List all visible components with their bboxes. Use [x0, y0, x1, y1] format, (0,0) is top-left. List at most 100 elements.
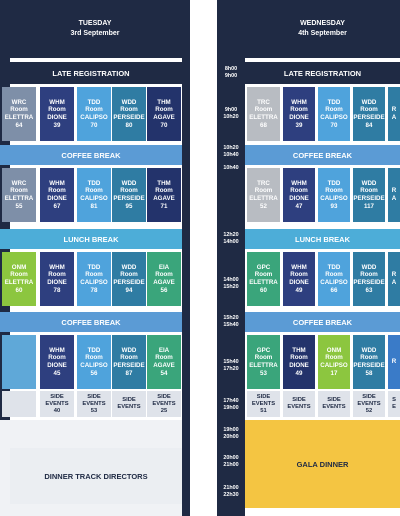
wednesday-session-r4-c3-room: Room	[325, 354, 343, 362]
wednesday-session-r1-c4-count: 84	[365, 121, 373, 129]
tuesday-session-r4-c2-code: WHM	[49, 346, 65, 354]
tuesday-side-events-2-n: 40	[53, 407, 61, 414]
tuesday-session-r4-c5: EIA Room AGAVE 54	[147, 335, 181, 389]
tuesday-session-r3-c4-name: PERSEIDE	[113, 279, 145, 286]
wednesday-time-slot-11-a: 20h00	[223, 455, 239, 461]
wednesday-time-slot-7: 15h20 15h40	[218, 312, 244, 332]
wednesday-time-slot-3: 10h20 10h40	[218, 145, 244, 158]
wednesday-session-r2-c4: WDD Room PERSEIDE 117	[353, 168, 385, 222]
wednesday-session-r1-c4-name: PERSEIDE	[353, 114, 385, 121]
wednesday-session-r4-c3-count: 17	[330, 369, 338, 377]
tuesday-session-r1-c4-code: WDD	[121, 98, 137, 106]
tuesday-session-r2-c2-room: Room	[48, 187, 66, 195]
tuesday-session-r4-c5-room: Room	[155, 354, 173, 362]
tuesday-session-r1-c2-count: 39	[53, 121, 61, 129]
wednesday-session-r1-c4: WDD Room PERSEIDE 84	[353, 87, 385, 141]
wednesday-session-r3-c1-room: Room	[254, 271, 273, 279]
tuesday-session-r2-c3-code: TDD	[87, 179, 101, 187]
wednesday-session-r2-c2-code: WHM	[291, 179, 307, 187]
tuesday-lunch-break: LUNCH BREAK	[0, 229, 182, 249]
wednesday-time-slot-10-b: 20h00	[223, 434, 239, 440]
wednesday-session-r3-c1-code: GPC	[256, 263, 271, 271]
tuesday-session-r2-c1-code: WRC	[11, 179, 27, 187]
wednesday-session-r2-c3-room: Room	[325, 187, 343, 195]
wednesday-time-slot-3-b: 10h40	[223, 151, 239, 158]
tuesday-session-r2-c1-name: ELETTRA	[4, 195, 34, 202]
wednesday-session-r2-c1: TRC Room ELETTRA 52	[247, 168, 280, 222]
tuesday-session-r3-c3-room: Room	[85, 271, 103, 279]
wednesday-session-r2-c4-room: Room	[360, 187, 378, 195]
wednesday-time-slot-9: 17h40 19h00	[218, 392, 244, 418]
tuesday-session-r4-c4-room: Room	[120, 354, 138, 362]
tuesday-session-r3-c5-count: 56	[160, 286, 168, 294]
tuesday-session-r3-c3: TDD Room CALIPSO 78	[77, 252, 111, 306]
wednesday-side-events-4-l1: SIDE	[362, 393, 376, 400]
wednesday-session-r4-c4-name: PERSEIDE	[353, 362, 385, 369]
tuesday-session-r3-c2-code: WHM	[49, 263, 65, 271]
tuesday-session-r4-c3-count: 56	[90, 369, 98, 377]
tuesday-session-r3-c4-count: 94	[125, 286, 133, 294]
tuesday-session-r4-c1	[2, 335, 36, 389]
wednesday-time-slot-5-b: 14h00	[223, 239, 239, 245]
tuesday-side-events-1	[2, 391, 36, 417]
wednesday-session-r1-c1-code: TRC	[257, 98, 270, 106]
wednesday-side-events-5-l2: E	[392, 404, 396, 410]
wednesday-session-r3-c2-count: 49	[295, 286, 303, 294]
tuesday-side-events-3: SIDE EVENTS 53	[77, 391, 111, 417]
tuesday-side-events-4-l2: EVENTS	[117, 404, 141, 410]
tuesday-session-r1-c5-count: 70	[160, 121, 168, 129]
wednesday-time-slot-2-b: 10h20	[223, 114, 239, 120]
wednesday-session-r1-c4-code: WDD	[361, 98, 377, 106]
wednesday-session-r1-c1: TRC Room ELETTRA 68	[247, 87, 280, 141]
wednesday-side-events-1-l1: SIDE	[256, 393, 271, 400]
wednesday-side-events-2-l2: EVENTS	[287, 404, 311, 410]
tuesday-session-r4-c2-count: 45	[53, 369, 61, 377]
wednesday-time-slot-10-a: 19h00	[223, 427, 239, 433]
tuesday-session-r1-c5-code: THM	[157, 98, 171, 106]
tuesday-session-r2-c1-count: 55	[15, 202, 23, 210]
wednesday-session-r1-c2-room: Room	[290, 106, 308, 114]
tuesday-side-events-4: SIDE EVENTS	[112, 391, 146, 417]
wednesday-session-r3-c4-room: Room	[360, 271, 378, 279]
tuesday-side-events-2-l2: EVENTS	[45, 400, 69, 407]
wednesday-side-events-1-l2: EVENTS	[251, 400, 276, 407]
wednesday-session-r3-c2: WHM Room DIONE 49	[283, 252, 315, 306]
wednesday-session-r2-c1-count: 52	[260, 202, 267, 210]
wednesday-time-slot-6-a: 14h00	[223, 277, 239, 283]
tuesday-session-r3-c4-code: WDD	[121, 263, 137, 271]
wednesday-session-r4-c1: GPC Room ELETTRA 53	[247, 335, 280, 389]
wednesday-time-slot-4-a: 10h40	[223, 164, 239, 171]
tuesday-session-r4-c4-count: 87	[125, 369, 133, 377]
tuesday-session-r1-c2-name: DIONE	[47, 114, 67, 121]
tuesday-session-r3-c3-name: CALIPSO	[80, 279, 108, 286]
wednesday-session-r3-c1-name: ELETTRA	[249, 279, 278, 286]
wednesday-time-slot-2: 9h00 10h20	[218, 87, 244, 141]
tuesday-session-r3-c1-name: ELETTRA	[4, 279, 34, 286]
tuesday-session-r2-c3-room: Room	[85, 187, 103, 195]
tuesday-session-r3-c5: EIA Room AGAVE 56	[147, 252, 181, 306]
wednesday-session-r4-c4: WDD Room PERSEIDE 58	[353, 335, 385, 389]
tuesday-session-r2-c5-room: Room	[155, 187, 173, 195]
tuesday-session-r1-c3-room: Room	[85, 106, 103, 114]
tuesday-session-r3-c4-room: Room	[120, 271, 138, 279]
tuesday-dinner-track-directors: DINNER TRACK DIRECTORS	[10, 448, 182, 504]
wednesday-time-slot-6-b: 15h20	[223, 284, 239, 290]
tuesday-session-r4-c3-name: CALIPSO	[80, 362, 108, 369]
wednesday-session-r2-c3-code: TDD	[327, 179, 341, 187]
tuesday-session-r4-c2-room: Room	[48, 354, 66, 362]
wednesday-time-slot-9-a: 17h40	[223, 398, 239, 404]
wednesday-session-r1-c5-code: R	[391, 106, 397, 114]
wednesday-coffee-break-1: COFFEE BREAK	[245, 145, 400, 165]
wednesday-session-r4-c2-code: THM	[292, 346, 306, 354]
wednesday-header: WEDNESDAY 4th September	[245, 0, 400, 58]
wednesday-session-r2-c2: WHM Room DIONE 47	[283, 168, 315, 222]
tuesday-session-r3-c2-room: Room	[48, 271, 66, 279]
wednesday-side-events-5-l1: S	[392, 397, 396, 403]
tuesday-date: 3rd September	[70, 30, 120, 37]
wednesday-session-r1-c3: TDD Room CALIPSO 70	[318, 87, 350, 141]
tuesday-late-registration: LATE REGISTRATION	[0, 62, 182, 84]
tuesday-session-r3-c2-name: DIONE	[47, 279, 67, 286]
wednesday-session-r2-c5-name: A	[391, 195, 397, 202]
wednesday-side-events-1-n: 51	[260, 407, 267, 414]
